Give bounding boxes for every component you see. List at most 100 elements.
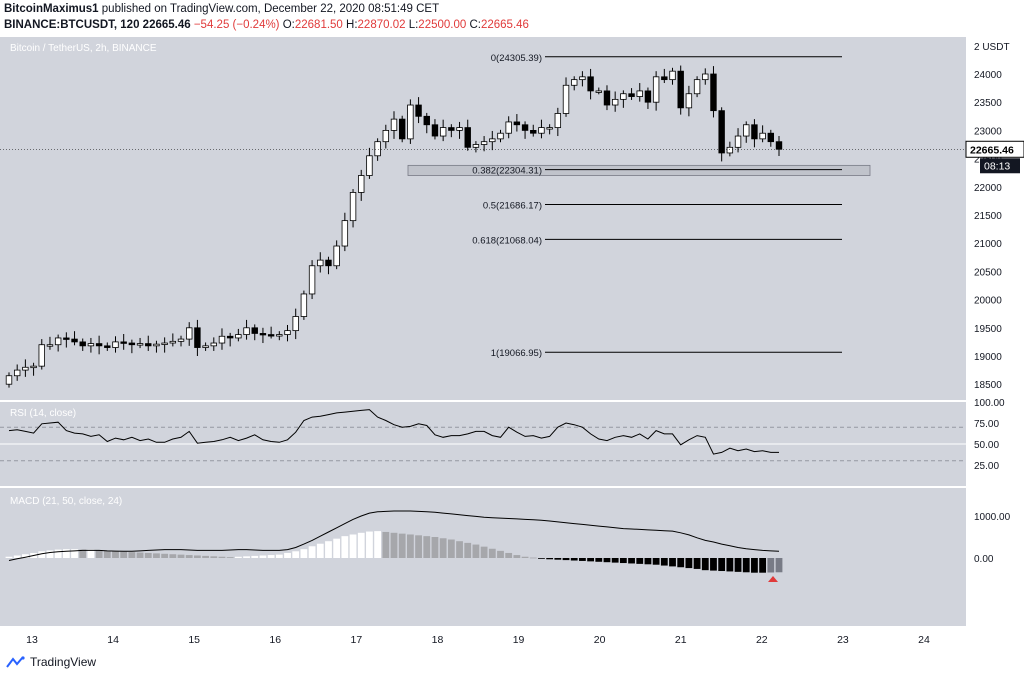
candle-body: [120, 341, 127, 344]
macd-histogram-bar: [603, 558, 611, 563]
candle-body: [562, 84, 570, 114]
macd-line: [8, 510, 780, 561]
rsi-y-tick-label: 75.00: [974, 419, 999, 430]
candle-body: [390, 118, 398, 131]
macd-y-tick-label: 1000.00: [974, 512, 1011, 523]
macd-histogram-bar: [284, 552, 291, 558]
rsi-line: [8, 409, 779, 455]
macd-histogram-bar: [587, 558, 594, 562]
macd-histogram-bar: [234, 556, 242, 558]
candle-body: [218, 335, 226, 344]
x-tick-label: 23: [837, 634, 849, 646]
candle-body: [480, 141, 488, 145]
y-tick-label: 19000: [974, 352, 1002, 363]
close-value: 22665.46: [480, 19, 529, 31]
candle-body: [30, 365, 37, 369]
candle-body: [251, 327, 258, 334]
macd-histogram-bar: [726, 558, 734, 572]
macd-histogram-bar: [488, 548, 496, 558]
macd-histogram-bar: [275, 554, 283, 558]
chart-area[interactable]: 13 14 15 16 17 18 19 20 21 22 23 24 18500 19000 19500 2…: [0, 0, 1024, 650]
candle-body: [54, 337, 62, 346]
candle-body: [620, 93, 627, 100]
macd-histogram-bar: [406, 534, 414, 558]
candle-body: [276, 334, 283, 337]
last-price: 22665.46: [142, 19, 191, 31]
macd-histogram-bar: [366, 531, 373, 558]
candle-body: [341, 220, 349, 247]
candle-body: [259, 333, 267, 336]
price-panel: [0, 37, 966, 402]
candle-body: [702, 73, 709, 81]
candle-body: [243, 327, 250, 335]
macd-histogram-bar: [87, 549, 95, 558]
candle-body: [79, 341, 86, 347]
candle-body: [497, 132, 504, 140]
macd-histogram-bar: [259, 555, 267, 558]
tradingview-icon: [6, 656, 25, 668]
macd-histogram-bar: [316, 543, 324, 558]
macd-histogram-bar: [497, 550, 504, 558]
macd-histogram-bar: [652, 558, 660, 565]
candle-body: [759, 132, 766, 140]
candle-body: [87, 343, 95, 347]
x-tick-label: 19: [513, 634, 525, 646]
candle-body: [38, 344, 45, 367]
candle-body: [595, 90, 602, 93]
macd-histogram-bar: [570, 558, 578, 561]
macd-histogram-bar: [333, 538, 341, 558]
fib-level-label: 0(24305.39): [491, 53, 542, 64]
fib-level-label: 0.618(21068.04): [472, 235, 542, 246]
macd-histogram-bar: [120, 551, 128, 558]
candle-body: [358, 175, 365, 193]
candle-body: [13, 369, 21, 377]
macd-histogram-bar: [619, 558, 627, 564]
candle-body: [71, 338, 78, 343]
candle-body: [112, 341, 119, 348]
price-axis-area: [966, 37, 1024, 627]
candle-body: [186, 327, 193, 340]
candle-body: [366, 155, 373, 176]
macd-title: MACD (21, 50, close, 24): [10, 496, 122, 507]
macd-histogram-bar: [644, 558, 652, 565]
macd-histogram-bar: [292, 551, 300, 558]
candle-body: [235, 334, 242, 339]
macd-histogram-bar: [480, 546, 488, 558]
macd-signal-marker: [768, 576, 778, 582]
macd-histogram-bar: [521, 556, 529, 558]
macd-histogram-bar: [669, 558, 676, 567]
macd-histogram-bar: [54, 549, 62, 558]
candle-body: [611, 98, 619, 106]
macd-histogram-bar: [742, 558, 750, 573]
macd-histogram-bar: [710, 558, 717, 571]
macd-histogram-bar: [38, 551, 46, 558]
candle-body: [136, 343, 144, 346]
candle-body: [693, 79, 701, 95]
candle-body: [382, 129, 390, 143]
candle-body: [734, 135, 742, 148]
macd-histogram-bar: [46, 550, 54, 558]
candle-body: [226, 335, 234, 339]
y-tick-label: 23500: [974, 98, 1002, 109]
macd-histogram-bar: [751, 558, 758, 573]
candle-body: [538, 127, 545, 134]
candle-body: [398, 118, 406, 140]
rsi-y-tick-label: 100.00: [974, 398, 1005, 409]
chart-title: Bitcoin / TetherUS, 2h, BINANCE: [10, 43, 157, 54]
macd-histogram-bar: [243, 556, 250, 558]
x-tick-label: 16: [269, 634, 281, 646]
candle-body: [46, 344, 54, 347]
candle-body: [284, 330, 291, 335]
countdown-tag: [980, 158, 1020, 174]
candle-body: [349, 192, 357, 222]
high-value: 22870.02: [357, 19, 406, 31]
macd-histogram-bar: [562, 558, 570, 561]
macd-histogram-bar: [267, 555, 275, 558]
candle-body: [22, 366, 29, 371]
candle-body: [407, 104, 414, 140]
macd-histogram-bar: [464, 542, 472, 558]
macd-histogram-bar: [472, 544, 480, 558]
publisher-name[interactable]: BitcoinMaximus1: [4, 3, 99, 15]
tradingview-logo[interactable]: TradingView: [6, 655, 96, 669]
support-zone: [407, 164, 871, 176]
